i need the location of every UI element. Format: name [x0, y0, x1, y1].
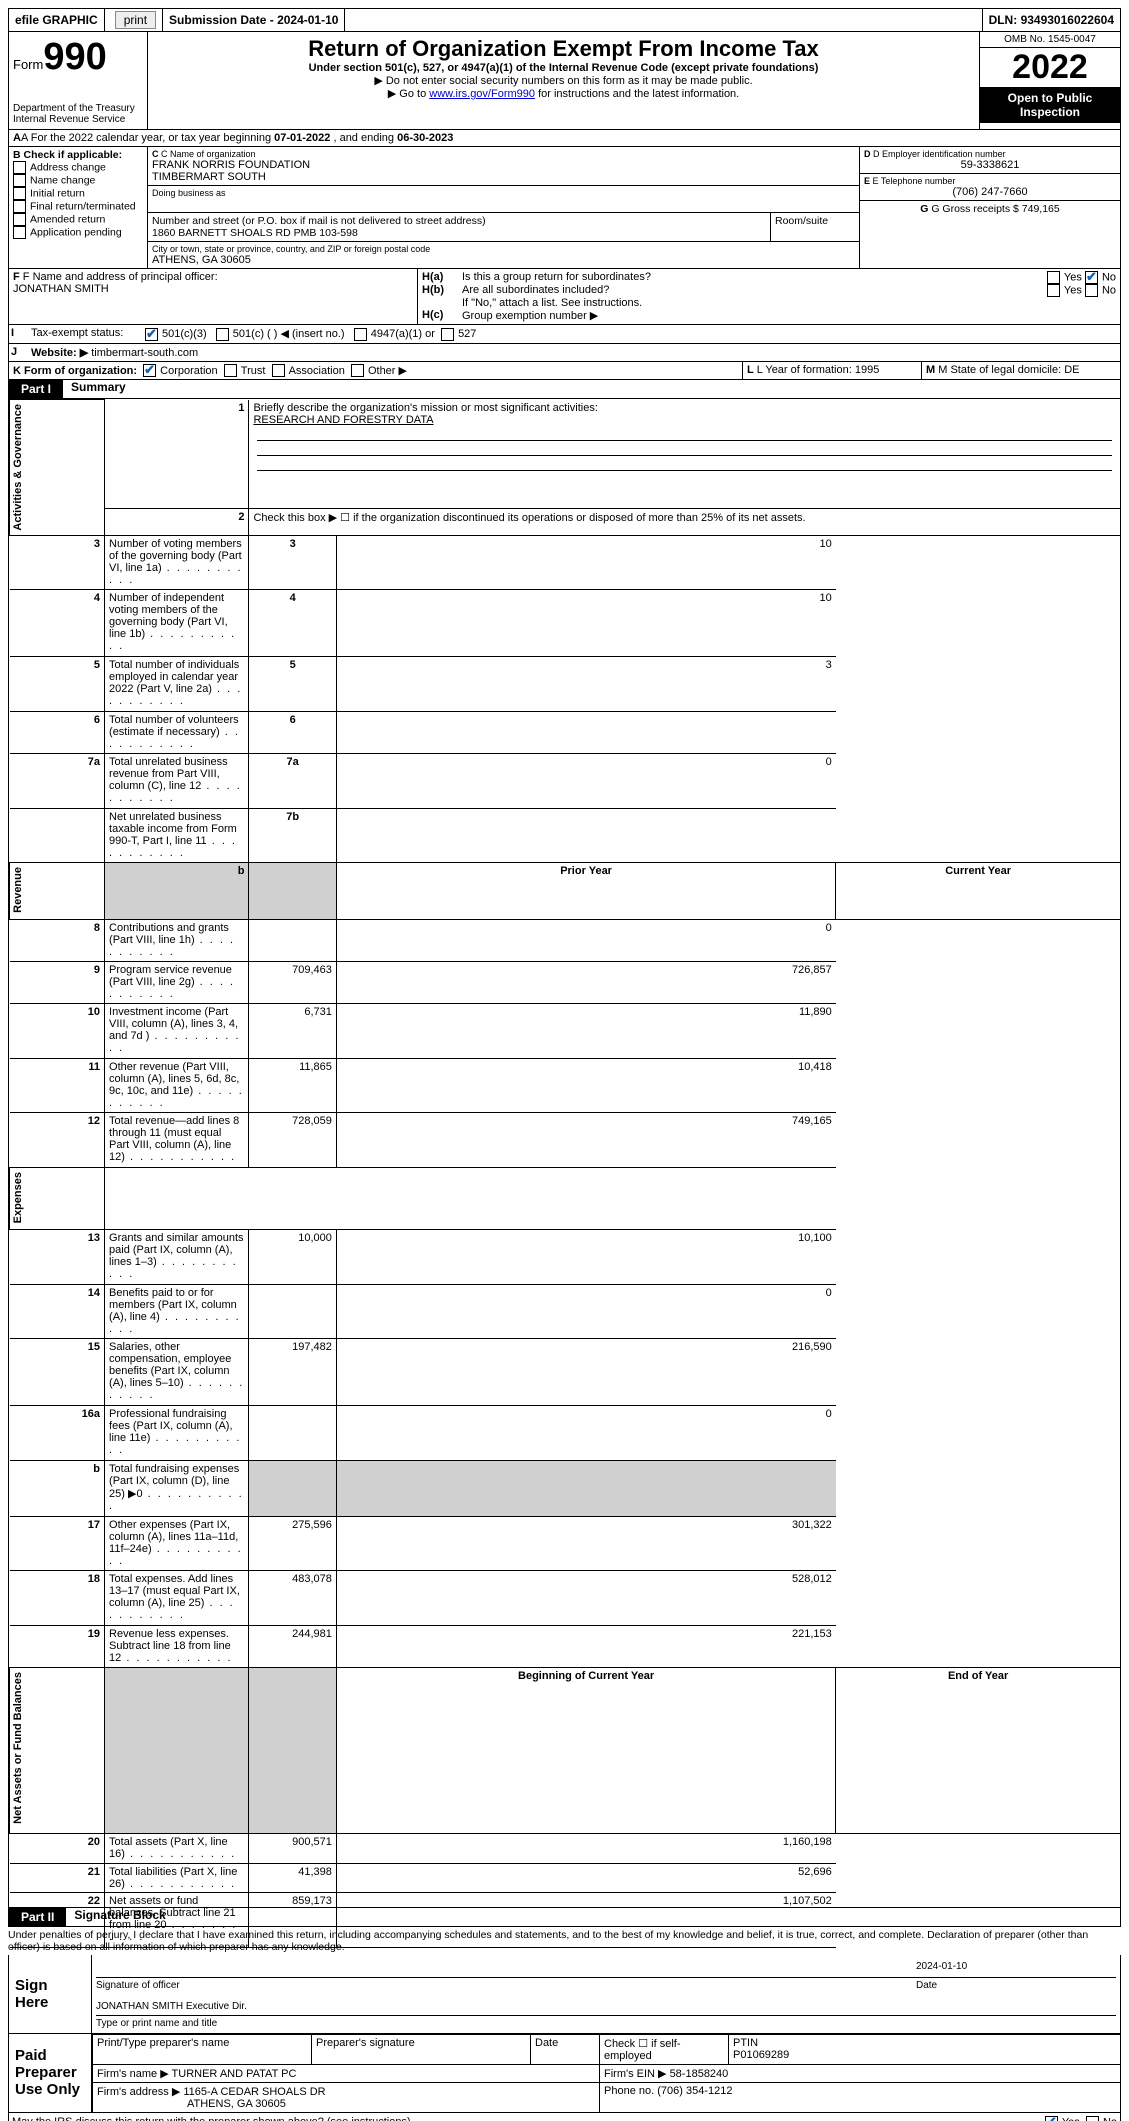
identity-block: B Check if applicable: Address changeNam…	[8, 147, 1121, 269]
open-to-public: Open to Public Inspection	[980, 87, 1120, 123]
form-header: Form990 Department of the Treasury Inter…	[8, 32, 1121, 130]
corp-check[interactable]	[143, 364, 156, 377]
signature-area: Sign Here Signature of officer 2024-01-1…	[8, 1955, 1121, 2113]
firm-ein: 58-1858240	[670, 2068, 729, 2080]
tab-netassets: Net Assets or Fund Balances	[10, 1668, 26, 1828]
4947-check[interactable]	[354, 328, 367, 341]
gross-receipts: 749,165	[1022, 203, 1060, 215]
form-number: Form990	[13, 36, 143, 79]
paid-preparer-label: Paid Preparer Use Only	[9, 2034, 92, 2112]
line-a: AA For the 2022 calendar year, or tax ye…	[8, 130, 1121, 147]
officer-name: JONATHAN SMITH Executive Dir.	[96, 2001, 247, 2012]
principal-officer: JONATHAN SMITH	[13, 283, 413, 295]
sign-here-label: Sign Here	[9, 1955, 92, 2033]
year-formation: L L Year of formation: 1995	[743, 362, 922, 380]
527-check[interactable]	[441, 328, 454, 341]
form-subtitle-3: ▶ Go to www.irs.gov/Form990 for instruct…	[156, 87, 971, 100]
ha-no[interactable]	[1085, 271, 1098, 284]
trust-check[interactable]	[224, 364, 237, 377]
boxb-check[interactable]	[13, 187, 26, 200]
efile-topbar: efile GRAPHIC print Submission Date - 20…	[8, 8, 1121, 32]
print-cell: print	[105, 9, 163, 31]
discuss-yes[interactable]	[1045, 2116, 1058, 2121]
hb-no[interactable]	[1085, 284, 1098, 297]
topbar-spacer	[345, 9, 982, 31]
tab-revenue: Revenue	[10, 863, 26, 917]
box-b: B Check if applicable: Address changeNam…	[9, 147, 148, 268]
telephone: (706) 247-7660	[864, 186, 1116, 198]
may-discuss: May the IRS discuss this return with the…	[8, 2113, 1121, 2121]
tax-year: 2022	[980, 48, 1120, 87]
assoc-check[interactable]	[272, 364, 285, 377]
city-state-zip: ATHENS, GA 30605	[152, 254, 855, 266]
discuss-no[interactable]	[1086, 2116, 1099, 2121]
fh-block: F F Name and address of principal office…	[8, 269, 1121, 325]
sig-date: 2024-01-10	[916, 1959, 1116, 1978]
box-c: C C Name of organization FRANK NORRIS FO…	[148, 147, 859, 268]
firm-name: TURNER AND PATAT PC	[172, 2068, 297, 2080]
line-i: I Tax-exempt status: 501(c)(3) 501(c) ( …	[8, 325, 1121, 344]
501c3-check[interactable]	[145, 328, 158, 341]
form-subtitle-2: Do not enter social security numbers on …	[156, 74, 971, 87]
state-domicile: M M State of legal domicile: DE	[922, 362, 1120, 380]
firm-phone: (706) 354-1212	[657, 2085, 732, 2097]
boxb-check[interactable]	[13, 161, 26, 174]
print-button[interactable]: print	[115, 11, 156, 29]
hb-yes[interactable]	[1047, 284, 1060, 297]
irs-link[interactable]: www.irs.gov/Form990	[429, 88, 535, 100]
form-title: Return of Organization Exempt From Incom…	[156, 36, 971, 62]
part1-header: Part I Summary	[8, 380, 1121, 399]
header-left: Form990 Department of the Treasury Inter…	[9, 32, 148, 129]
boxb-check[interactable]	[13, 200, 26, 213]
submission-date: Submission Date - 2024-01-10	[163, 9, 345, 31]
irs-label: Internal Revenue Service	[13, 114, 143, 125]
org-name-2: TIMBERMART SOUTH	[152, 171, 855, 183]
street-address: 1860 BARNETT SHOALS RD PMB 103-598	[152, 227, 766, 239]
tab-expenses: Expenses	[10, 1168, 26, 1227]
ptin: P01069289	[733, 2049, 789, 2061]
boxb-check[interactable]	[13, 213, 26, 226]
ein: 59-3338621	[864, 159, 1116, 171]
line-klm: K Form of organization: Corporation Trus…	[8, 362, 1121, 381]
form-subtitle-1: Under section 501(c), 527, or 4947(a)(1)…	[156, 62, 971, 74]
boxb-check[interactable]	[13, 226, 26, 239]
ha-yes[interactable]	[1047, 271, 1060, 284]
other-check[interactable]	[351, 364, 364, 377]
efile-graphic: efile GRAPHIC	[9, 9, 105, 31]
dept-treasury: Department of the Treasury	[13, 103, 143, 114]
website: timbermart-south.com	[91, 347, 198, 359]
boxes-deg: D D Employer identification number 59-33…	[859, 147, 1120, 268]
tab-governance: Activities & Governance	[10, 400, 26, 535]
501c-check[interactable]	[216, 328, 229, 341]
line-j: J Website: ▶ timbermart-south.com	[8, 344, 1121, 362]
org-name-1: FRANK NORRIS FOUNDATION	[152, 159, 855, 171]
part1-body: Activities & Governance 1 Briefly descri…	[8, 399, 1121, 1908]
firm-addr: 1165-A CEDAR SHOALS DR	[183, 2086, 325, 2098]
mission: RESEARCH AND FORESTRY DATA	[253, 414, 433, 426]
header-right: OMB No. 1545-0047 2022 Open to Public In…	[979, 32, 1120, 129]
omb-number: OMB No. 1545-0047	[980, 32, 1120, 48]
dln: DLN: 93493016022604	[983, 9, 1120, 31]
header-mid: Return of Organization Exempt From Incom…	[148, 32, 979, 129]
boxb-check[interactable]	[13, 174, 26, 187]
